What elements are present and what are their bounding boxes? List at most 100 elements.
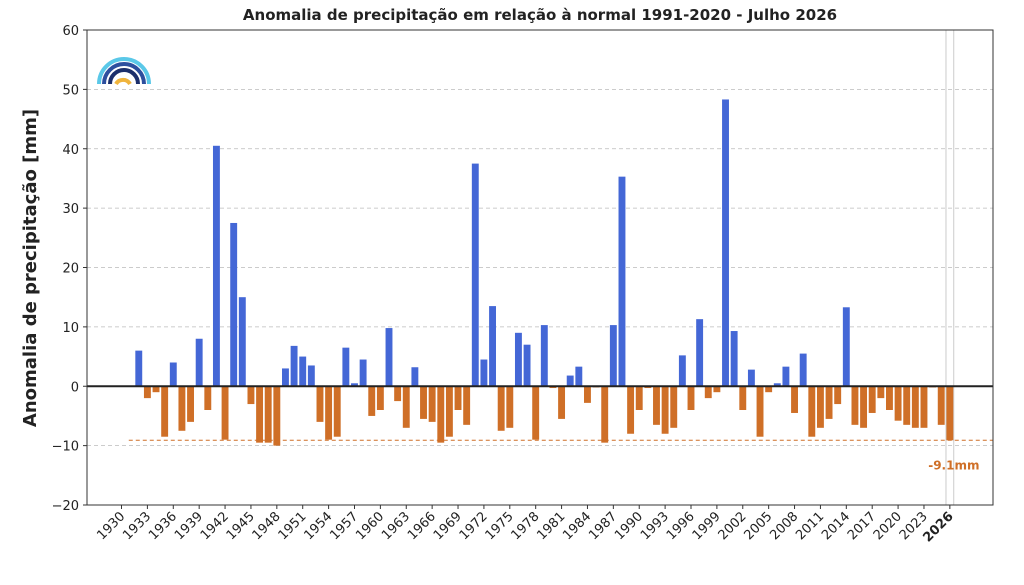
bar [540, 325, 548, 387]
bar [480, 359, 488, 387]
bar [445, 386, 453, 437]
x-tick-label: 1945 [224, 509, 258, 543]
x-tick-label: 1942 [198, 509, 232, 543]
bar [161, 386, 169, 437]
bar [627, 386, 635, 434]
bar [299, 356, 307, 387]
bar [894, 386, 902, 421]
x-tick-label: 1996 [664, 509, 698, 543]
bar [351, 383, 358, 387]
bar [566, 375, 574, 387]
bar [143, 386, 151, 399]
x-tick-label: 2017 [845, 509, 879, 543]
bar [359, 359, 367, 387]
bar [937, 386, 945, 425]
bar [368, 386, 376, 416]
chart-title: Anomalia de precipitação em relação à no… [243, 6, 837, 24]
bar [316, 386, 324, 422]
bar [195, 338, 203, 387]
bar [799, 353, 807, 387]
bar [696, 319, 704, 387]
bar [273, 386, 281, 446]
bar [256, 386, 264, 443]
bar [471, 163, 479, 387]
bar [877, 386, 885, 399]
bar [178, 386, 186, 431]
bar [489, 306, 496, 387]
y-tick-label: 20 [62, 262, 79, 277]
bar [618, 176, 626, 387]
bar [886, 386, 893, 410]
bar [437, 386, 445, 443]
y-tick-label: 30 [62, 202, 79, 217]
bar [238, 297, 246, 387]
bar [463, 386, 471, 425]
y-axis-label: Anomalia de precipitação [mm] [20, 109, 41, 427]
bar [376, 386, 384, 410]
bar [713, 386, 721, 393]
x-tick-label: 2005 [741, 509, 775, 543]
bar [842, 307, 850, 387]
bar [307, 365, 315, 387]
bar [765, 386, 773, 393]
x-tick-label: 1951 [276, 509, 310, 543]
x-tick-label: 1990 [612, 509, 646, 543]
x-tick-label: 1933 [120, 509, 154, 543]
bar [135, 350, 143, 387]
bar [325, 386, 333, 440]
x-tick-label: 2011 [793, 509, 827, 543]
bar [946, 386, 954, 441]
bar [782, 366, 790, 387]
reference-label: -9.1mm [928, 458, 979, 472]
bar [687, 386, 695, 410]
bar [575, 366, 583, 387]
bar [920, 386, 928, 428]
y-tick-label: 10 [62, 321, 79, 336]
x-tick-label: 1975 [483, 509, 517, 543]
bar [903, 386, 911, 425]
x-tick-label: 1930 [94, 509, 128, 543]
x-tick-label: 1993 [638, 509, 672, 543]
bar [333, 386, 341, 437]
x-tick-label: 1966 [405, 509, 439, 543]
x-tick-label: 1954 [301, 509, 335, 543]
x-tick-label: 1969 [431, 509, 465, 543]
bar [420, 386, 427, 419]
x-tick-label: 1948 [250, 509, 284, 543]
bar [230, 222, 238, 387]
bar [722, 99, 729, 387]
bar [204, 386, 212, 410]
bar [558, 386, 566, 419]
bar [584, 386, 591, 403]
bar [653, 386, 660, 425]
y-tick-label: 0 [71, 380, 79, 395]
bar [411, 367, 419, 387]
bar [911, 386, 919, 428]
bar [834, 386, 842, 405]
bar [808, 386, 816, 437]
x-tick-label: 1987 [586, 509, 620, 543]
bar [428, 386, 436, 422]
bar [739, 386, 747, 410]
x-tick-label: 1939 [172, 509, 206, 543]
bar [860, 386, 868, 428]
bar [747, 369, 755, 387]
bar [290, 345, 298, 387]
x-tick-label: 1957 [327, 509, 361, 543]
y-tick-label: 60 [62, 24, 79, 39]
x-tick-label: 2020 [871, 509, 905, 543]
bar [816, 386, 824, 428]
bar [497, 386, 505, 431]
bar [532, 386, 540, 440]
bar [756, 386, 764, 437]
x-tick-label: 1984 [560, 509, 594, 543]
bar [264, 386, 272, 443]
x-tick-label: 2026 [920, 509, 956, 545]
bar [730, 331, 738, 387]
bar [601, 386, 609, 443]
bar [661, 386, 669, 434]
bar [678, 355, 686, 387]
x-tick-label: 2014 [819, 509, 853, 543]
y-tick-label: −20 [52, 499, 79, 514]
